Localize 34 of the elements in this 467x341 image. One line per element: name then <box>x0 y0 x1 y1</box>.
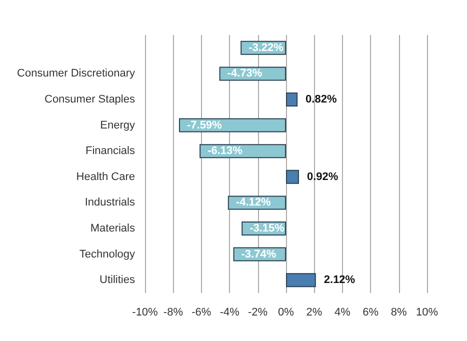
x-tick-label: -8% <box>163 306 184 318</box>
bar <box>178 118 286 132</box>
data-label: -3.74% <box>241 248 276 260</box>
x-tick-label: 0% <box>278 306 294 318</box>
data-label: -4.73% <box>227 68 262 80</box>
y-tick-label: Utilities <box>100 274 136 286</box>
data-label: -3.22% <box>248 42 284 54</box>
x-tick-label: 10% <box>416 306 438 318</box>
bar <box>286 273 316 288</box>
y-tick-label: Health Care <box>76 170 135 183</box>
y-tick-label: Energy <box>100 119 136 132</box>
x-tick-label: -4% <box>220 306 240 318</box>
x-tick-label: 8% <box>390 306 407 318</box>
x-tick-label: -10% <box>132 306 158 318</box>
data-label: -3.15% <box>250 222 285 234</box>
y-tick-label: Consumer Discretionary <box>17 68 136 80</box>
x-tick-label: 2% <box>306 306 322 318</box>
x-tick-label: 4% <box>334 306 351 318</box>
y-tick-label: Consumer Staples <box>44 94 136 106</box>
data-label: 0.92% <box>306 170 338 183</box>
y-tick-label: Materials <box>90 222 136 234</box>
y-tick-label: Financials <box>85 145 136 158</box>
y-tick-label: Technology <box>79 248 136 260</box>
data-label: -6.13% <box>208 145 243 158</box>
data-label: -7.59% <box>186 119 222 132</box>
bar <box>286 170 299 184</box>
y-tick-label: Industrials <box>84 196 136 209</box>
data-label: 2.12% <box>324 274 356 286</box>
x-tick-label: 6% <box>362 306 379 318</box>
x-tick-label: -2% <box>248 306 268 318</box>
bar <box>286 92 298 106</box>
x-tick-label: -6% <box>192 306 212 318</box>
data-label: -4.12% <box>236 196 271 209</box>
data-label: 0.82% <box>306 94 337 106</box>
